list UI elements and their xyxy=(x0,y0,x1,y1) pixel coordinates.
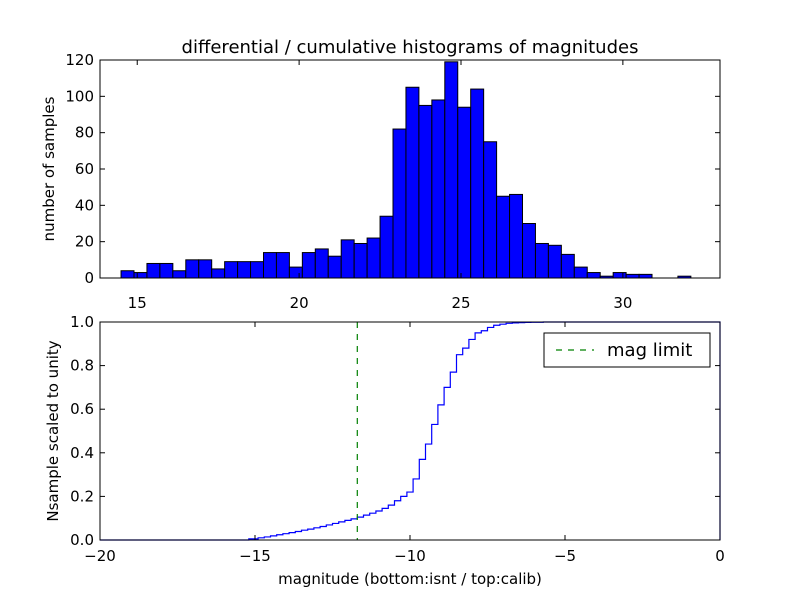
histogram-bar xyxy=(547,244,562,279)
histogram-bar xyxy=(250,261,264,279)
histogram-bar xyxy=(146,262,161,279)
top-bars-group xyxy=(120,61,692,279)
histogram-bar xyxy=(496,195,511,279)
histogram-bar xyxy=(405,86,420,279)
y-tick-label: 60 xyxy=(75,160,94,178)
x-tick-label: −20 xyxy=(84,547,116,565)
histogram-bar xyxy=(392,128,407,279)
histogram-bar xyxy=(133,272,148,279)
legend: mag limit xyxy=(543,332,711,368)
histogram-bar xyxy=(185,259,200,279)
top-axes-group: 0 20 40 60 80 100 120 15 20 25 30 xyxy=(65,51,720,312)
y-tick-label: 0.2 xyxy=(70,487,94,505)
bottom-y-axis-label: Nsample scaled to unity xyxy=(44,340,62,521)
y-tick-label: 80 xyxy=(75,124,94,142)
histogram-bar xyxy=(237,261,252,279)
x-tick-label: 15 xyxy=(128,294,147,312)
histogram-bar xyxy=(327,255,342,279)
histogram-bar xyxy=(457,106,472,279)
histogram-bar xyxy=(522,223,536,279)
histogram-bar xyxy=(198,259,213,279)
histogram-bar xyxy=(366,237,381,279)
histogram-bar xyxy=(275,252,290,279)
histogram-bar xyxy=(625,273,640,279)
x-tick-label: −5 xyxy=(554,547,576,565)
x-tick-label: 25 xyxy=(451,294,470,312)
bottom-plot-frame xyxy=(99,321,721,541)
histogram-bar xyxy=(470,88,485,279)
x-tick-label: −15 xyxy=(239,547,271,565)
histogram-bar xyxy=(586,272,601,279)
histogram-bar xyxy=(431,99,446,279)
histogram-bar xyxy=(224,261,239,279)
histogram-bar xyxy=(418,104,433,279)
histogram-bar xyxy=(288,266,303,279)
histogram-bar xyxy=(301,252,316,279)
bottom-plot-group xyxy=(100,321,721,541)
histogram-bar xyxy=(340,239,355,279)
histogram-bar xyxy=(444,61,459,279)
top-chart-title: differential / cumulative histograms of … xyxy=(182,37,639,58)
histogram-bar xyxy=(172,270,187,279)
histogram-bar xyxy=(638,273,653,279)
histogram-bar xyxy=(573,266,588,279)
y-tick-label: 0 xyxy=(84,269,94,287)
histogram-bar xyxy=(483,141,498,279)
histogram-bar xyxy=(262,252,277,279)
histogram-bar xyxy=(159,262,174,279)
x-tick-label: 30 xyxy=(613,294,632,312)
cumulative-step-line xyxy=(100,321,721,541)
histogram-bar xyxy=(534,242,549,279)
histogram-bar xyxy=(211,268,226,279)
x-tick-label: 20 xyxy=(290,294,309,312)
histogram-bar xyxy=(120,270,135,279)
y-tick-label: 1.0 xyxy=(70,313,94,331)
y-tick-label: 120 xyxy=(65,51,94,69)
histogram-bar xyxy=(353,242,368,279)
bottom-x-axis-label: magnitude (bottom:isnt / top:calib) xyxy=(278,570,542,588)
y-tick-label: 0.8 xyxy=(70,357,94,375)
histogram-bar xyxy=(509,193,524,279)
legend-mag-limit-label: mag limit xyxy=(607,340,692,361)
histogram-bar xyxy=(560,253,575,279)
histogram-bar xyxy=(314,248,329,279)
y-tick-label: 0.6 xyxy=(70,400,94,418)
bottom-cumulative-panel: magnitude (bottom:isnt / top:calib) Nsam… xyxy=(44,313,725,588)
top-histogram-panel: differential / cumulative histograms of … xyxy=(40,37,721,312)
y-tick-label: 100 xyxy=(65,87,94,105)
top-plot-frame xyxy=(99,59,721,279)
histogram-bar xyxy=(379,215,394,279)
x-tick-label: 0 xyxy=(715,547,725,565)
top-y-axis-label: number of samples xyxy=(40,96,58,241)
bottom-axes-group: 0.0 0.2 0.4 0.6 0.8 1.0 −20 −15 −10 −5 0 xyxy=(70,313,725,565)
y-tick-label: 20 xyxy=(75,233,94,251)
x-tick-label: −10 xyxy=(394,547,426,565)
histogram-bar xyxy=(612,272,627,279)
y-tick-label: 40 xyxy=(75,196,94,214)
y-tick-label: 0.0 xyxy=(70,531,94,549)
y-tick-label: 0.4 xyxy=(70,444,94,462)
